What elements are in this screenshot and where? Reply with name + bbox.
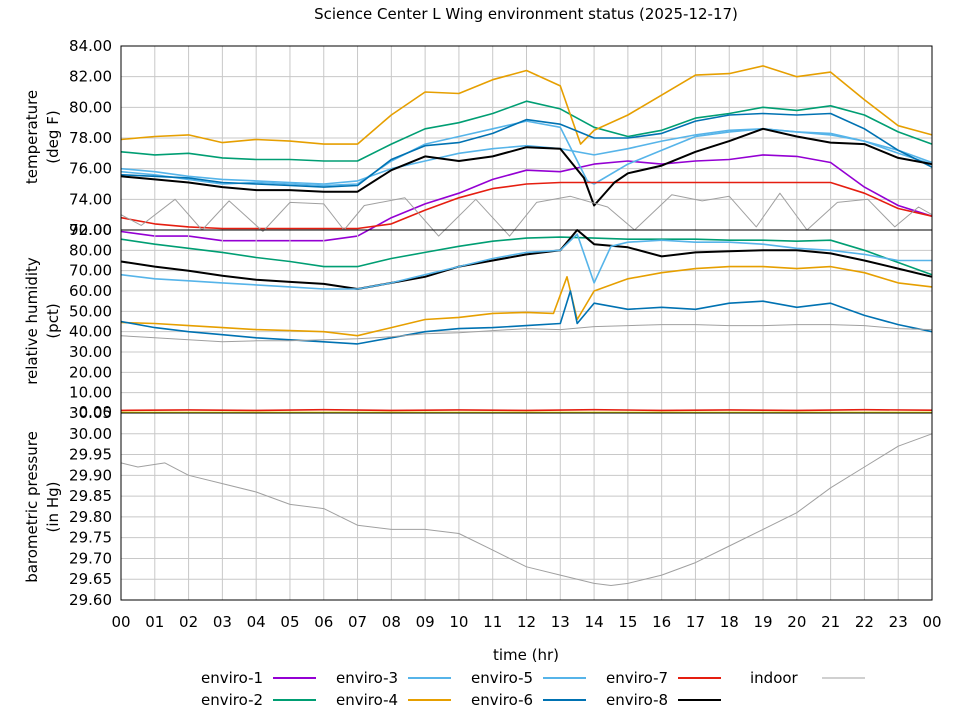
x-tick-label: 12 — [517, 613, 536, 631]
temperature-series-enviro-5 — [120, 120, 933, 187]
pressure-ytick-label: 29.70 — [69, 549, 112, 567]
x-tick-label: 11 — [483, 613, 502, 631]
x-tick-label: 13 — [551, 613, 570, 631]
temperature-ylabel-line1: temperature — [23, 90, 41, 184]
pressure-ytick-label: 29.60 — [69, 591, 112, 609]
temperature-series-indoor — [120, 192, 933, 237]
x-tick-label: 00 — [922, 613, 941, 631]
humidity-ytick-label: 80.00 — [69, 241, 112, 259]
temperature-ytick-label: 82.00 — [69, 68, 112, 86]
pressure-ytick-label: 29.95 — [69, 446, 112, 464]
x-tick-label: 08 — [382, 613, 401, 631]
temperature-ytick-label: 80.00 — [69, 98, 112, 116]
temperature-series-enviro-6 — [120, 112, 933, 188]
humidity-ytick-label: 50.00 — [69, 302, 112, 320]
temperature-series-enviro-8 — [120, 127, 933, 207]
pressure-ytick-label: 30.05 — [69, 404, 112, 422]
temperature-series-enviro-7 — [120, 181, 933, 230]
temperature-panel: 72.00 74.00 76.00 78.00 80.00 82.00 84.00 temp… — [23, 37, 933, 242]
pressure-panel: 29.60 29.65 29.70 29.75 29.80 29.85 29.90 29.95… — [23, 404, 933, 609]
legend-label-enviro-6: enviro-6 — [471, 691, 533, 709]
temperature-ytick-label: 76.00 — [69, 160, 112, 178]
legend: enviro-1 enviro-2 enviro-3 enviro-4 enviro-5… — [201, 669, 865, 709]
x-tick-label: 00 — [111, 613, 130, 631]
pressure-ytick-label: 29.65 — [69, 570, 112, 588]
legend-label-enviro-2: enviro-2 — [201, 691, 263, 709]
x-axis-label: time (hr) — [493, 646, 559, 664]
temperature-ytick-label: 78.00 — [69, 129, 112, 147]
humidity-series-enviro-2 — [120, 236, 933, 276]
x-tick-label: 16 — [652, 613, 671, 631]
legend-label-enviro-3: enviro-3 — [336, 669, 398, 687]
humidity-ytick-label: 90.00 — [69, 221, 112, 239]
x-tick-label: 19 — [753, 613, 772, 631]
humidity-series-enviro-6 — [120, 290, 933, 345]
x-tick-label: 21 — [821, 613, 840, 631]
temperature-series-enviro-4 — [120, 65, 933, 145]
pressure-ytick-label: 29.90 — [69, 466, 112, 484]
humidity-ytick-label: 20.00 — [69, 363, 112, 381]
humidity-series-enviro-3 — [120, 233, 932, 290]
x-tick-label: 02 — [179, 613, 198, 631]
x-tick-label: 10 — [449, 613, 468, 631]
x-tick-label: 09 — [416, 613, 435, 631]
x-tick-label: 17 — [686, 613, 705, 631]
x-tick-label: 03 — [213, 613, 232, 631]
humidity-ytick-label: 30.00 — [69, 343, 112, 361]
humidity-series-enviro-8 — [120, 229, 933, 290]
pressure-series-indoor — [120, 433, 933, 586]
pressure-ytick-label: 29.85 — [69, 487, 112, 505]
humidity-bottom-tick: 0.00 — [79, 403, 112, 421]
x-tick-label: 15 — [618, 613, 637, 631]
humidity-ylabel-line2: (pct) — [44, 303, 62, 338]
legend-label-enviro-7: enviro-7 — [606, 669, 668, 687]
x-tick-label: 18 — [720, 613, 739, 631]
pressure-plot-frame — [120, 412, 933, 601]
chart-title: Science Center L Wing environment status… — [314, 5, 738, 23]
pressure-ytick-label: 30.00 — [69, 425, 112, 443]
humidity-series-enviro-7 — [120, 408, 933, 412]
x-tick-label: 04 — [247, 613, 266, 631]
pressure-ytick-label: 29.75 — [69, 529, 112, 547]
humidity-ytick-label: 10.00 — [69, 384, 112, 402]
x-axis-ticks: 00 01 02 03 04 05 06 07 08 09 10 11 12 13 14 15 16 17 18 19… — [111, 613, 941, 631]
x-tick-label: 06 — [314, 613, 333, 631]
pressure-ylabel-line1: barometric pressure — [23, 431, 41, 583]
x-tick-label: 20 — [787, 613, 806, 631]
pressure-ytick-label: 29.80 — [69, 508, 112, 526]
legend-label-enviro-5: enviro-5 — [471, 669, 533, 687]
temperature-ylabel-line2: (deg F) — [44, 110, 62, 163]
temperature-series-enviro-2 — [120, 100, 933, 162]
humidity-panel: 10.00 20.00 30.00 40.00 50.00 60.00 70.00 80.00… — [23, 221, 933, 421]
humidity-ytick-label: 40.00 — [69, 323, 112, 341]
legend-label-enviro-1: enviro-1 — [201, 669, 263, 687]
legend-label-enviro-4: enviro-4 — [336, 691, 398, 709]
humidity-ytick-label: 60.00 — [69, 282, 112, 300]
temperature-ytick-label: 84.00 — [69, 37, 112, 55]
x-tick-label: 05 — [280, 613, 299, 631]
legend-label-indoor: indoor — [750, 669, 799, 687]
x-tick-label: 22 — [855, 613, 874, 631]
x-tick-label: 01 — [145, 613, 164, 631]
humidity-series-enviro-4 — [120, 265, 933, 337]
temperature-ytick-label: 72.00 — [69, 221, 112, 239]
pressure-ylabel-line2: (in Hg) — [44, 482, 62, 533]
x-tick-label: 14 — [585, 613, 604, 631]
x-tick-label: 07 — [348, 613, 367, 631]
x-tick-label: 23 — [889, 613, 908, 631]
humidity-series-indoor — [120, 324, 933, 343]
temperature-ytick-label: 74.00 — [69, 190, 112, 208]
legend-label-enviro-8: enviro-8 — [606, 691, 668, 709]
humidity-ytick-label: 70.00 — [69, 262, 112, 280]
humidity-ylabel-line1: relative humidity — [23, 257, 41, 385]
